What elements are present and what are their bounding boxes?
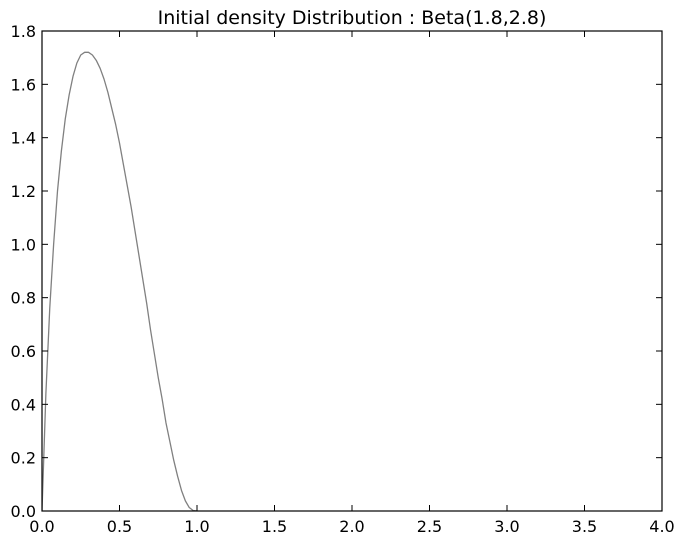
ticks-layer [41, 30, 663, 512]
tick-labels-layer: 0.0 0.5 1.0 1.5 2.0 2.5 3.0 3.5 4.0 0.0 0.2 0.4 0.6 0… [11, 22, 675, 536]
plot-frame [41, 30, 663, 512]
y-tick-label: 0.2 [11, 449, 36, 468]
x-tick-label: 3.0 [494, 517, 519, 536]
x-tick-label: 0.5 [107, 517, 132, 536]
y-tick-label: 1.2 [11, 182, 36, 201]
x-tick-label: 4.0 [649, 517, 674, 536]
x-tick-label: 1.0 [184, 517, 209, 536]
x-tick-label: 2.0 [339, 517, 364, 536]
y-tick-label: 1.4 [11, 129, 36, 148]
y-tick-label: 1.6 [11, 75, 36, 94]
y-tick-label: 1.8 [11, 22, 36, 41]
x-tick-label: 3.5 [572, 517, 597, 536]
y-tick-label: 1.0 [11, 235, 36, 254]
y-tick-label: 0.4 [11, 395, 36, 414]
x-tick-label: 0.0 [29, 517, 54, 536]
series-line-0 [42, 51, 198, 511]
chart-title: Initial density Distribution : Beta(1.8,… [158, 7, 547, 29]
y-tick-label: 0.8 [11, 289, 36, 308]
x-tick-label: 1.5 [262, 517, 287, 536]
y-tick-label: 0.6 [11, 342, 36, 361]
y-tick-label: 0.0 [11, 502, 36, 521]
series-layer [42, 51, 198, 511]
x-tick-label: 2.5 [417, 517, 442, 536]
